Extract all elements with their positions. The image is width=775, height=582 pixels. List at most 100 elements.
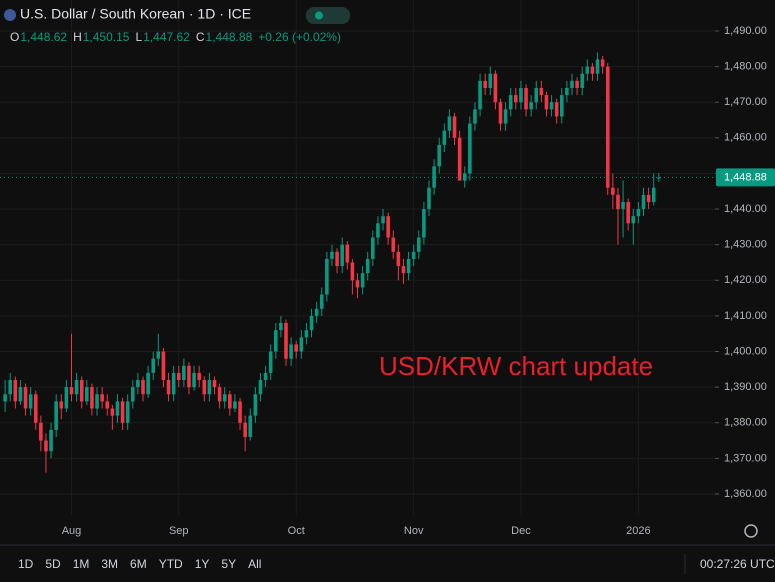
range-button[interactable]: 5Y	[221, 557, 236, 571]
candle-body	[176, 372, 181, 381]
candle-body	[600, 59, 605, 67]
candle-body	[391, 237, 396, 252]
candle-body	[498, 102, 503, 124]
candle-body	[105, 401, 110, 409]
candle-body	[54, 401, 58, 430]
candle-body	[33, 394, 38, 423]
candle-body	[85, 387, 89, 402]
range-button[interactable]: 5D	[45, 557, 61, 571]
range-button[interactable]: 1M	[73, 557, 90, 571]
range-button[interactable]: YTD	[159, 557, 183, 571]
candle-body	[488, 73, 493, 88]
y-tick-label: 1,470.00	[724, 96, 767, 108]
candle-body	[611, 187, 615, 195]
y-tick-label: 1,460.00	[724, 132, 767, 144]
ohlc-legend: O 1,448.62 H 1,450.15 L 1,447.62 C 1,448.88 +0.2…	[10, 30, 341, 44]
x-tick-label: 2026	[626, 525, 650, 537]
candle-body	[49, 429, 53, 452]
candle-body	[228, 394, 232, 409]
candle-body	[580, 73, 585, 88]
candle-body	[544, 95, 549, 110]
candle-body	[590, 66, 595, 74]
candle-body	[207, 380, 212, 395]
range-button[interactable]: 1D	[18, 557, 34, 571]
candle-body	[192, 372, 196, 388]
y-tick-label: 1,390.00	[724, 381, 767, 393]
settings-icon[interactable]	[744, 524, 758, 538]
clock: 00:27:26 UTC	[700, 557, 775, 571]
candle-body	[156, 351, 161, 359]
candle-body	[381, 216, 385, 224]
candle-body	[151, 358, 156, 373]
candle-body	[651, 187, 656, 202]
range-button[interactable]: 1Y	[195, 557, 210, 571]
y-tick-label: 1,490.00	[724, 25, 767, 37]
y-tick-label: 1,380.00	[724, 417, 767, 429]
ohlc-value: 1,450.15	[83, 30, 130, 44]
candle-body	[120, 401, 125, 423]
candle-body	[74, 380, 79, 395]
candle-body	[222, 394, 227, 402]
y-tick-label: 1,360.00	[724, 488, 767, 500]
ohlc-value: 1,447.62	[143, 30, 190, 44]
candle-body	[411, 251, 416, 259]
candle-body	[483, 80, 487, 88]
candle-body	[396, 251, 401, 267]
last-price-label: 1,448.88	[724, 171, 767, 183]
candle-body	[202, 380, 207, 395]
y-tick-label: 1,370.00	[724, 452, 767, 464]
candle-body	[565, 87, 569, 96]
candle-body	[217, 387, 222, 402]
range-button[interactable]: 3M	[101, 557, 118, 571]
candle-body	[473, 109, 477, 124]
candle-body	[233, 401, 237, 409]
candle-body	[130, 387, 135, 402]
candle-body	[212, 380, 217, 388]
candle-body	[468, 123, 472, 174]
candle-body	[549, 102, 554, 110]
ohlc-key: O	[10, 30, 19, 44]
candle-body	[8, 380, 13, 395]
candle-body	[79, 380, 84, 402]
y-tick-label: 1,410.00	[724, 310, 767, 322]
ohlc-key: C	[196, 30, 205, 44]
ohlc-key: L	[135, 30, 142, 44]
status-pill[interactable]	[306, 7, 350, 24]
candle-body	[365, 258, 370, 274]
ohlc-value: 1,448.88	[206, 30, 253, 44]
candle-body	[371, 237, 375, 259]
candle-body	[304, 330, 309, 338]
candle-body	[616, 194, 620, 210]
candle-body	[263, 372, 268, 381]
candle-body	[3, 394, 7, 402]
candle-body	[350, 262, 355, 281]
candle-body	[514, 95, 518, 103]
candle-body	[23, 387, 28, 409]
flag-icon	[4, 9, 16, 21]
candle-body	[110, 408, 115, 416]
candle-body	[187, 365, 191, 388]
candle-body	[657, 177, 661, 179]
candle-body	[125, 401, 130, 423]
candle-body	[171, 372, 176, 395]
candle-body	[416, 237, 421, 252]
range-button[interactable]: All	[248, 557, 261, 571]
y-tick-label: 1,440.00	[724, 203, 767, 215]
candle-body	[64, 387, 69, 409]
x-tick-label: Sep	[169, 525, 189, 537]
candle-body	[284, 323, 288, 359]
x-tick-label: Oct	[288, 525, 305, 537]
y-tick-label: 1,400.00	[724, 345, 767, 357]
candle-body	[182, 365, 186, 381]
range-button[interactable]: 6M	[130, 557, 147, 571]
candle-body	[319, 294, 324, 309]
candle-body	[340, 244, 344, 267]
candle-body	[641, 194, 646, 210]
plot	[0, 52, 715, 473]
candle-body	[13, 380, 18, 402]
candle-body	[422, 209, 426, 238]
candle-body	[524, 87, 528, 110]
candle-body	[100, 394, 104, 402]
candle-body	[437, 144, 442, 167]
status-dot	[315, 11, 323, 20]
